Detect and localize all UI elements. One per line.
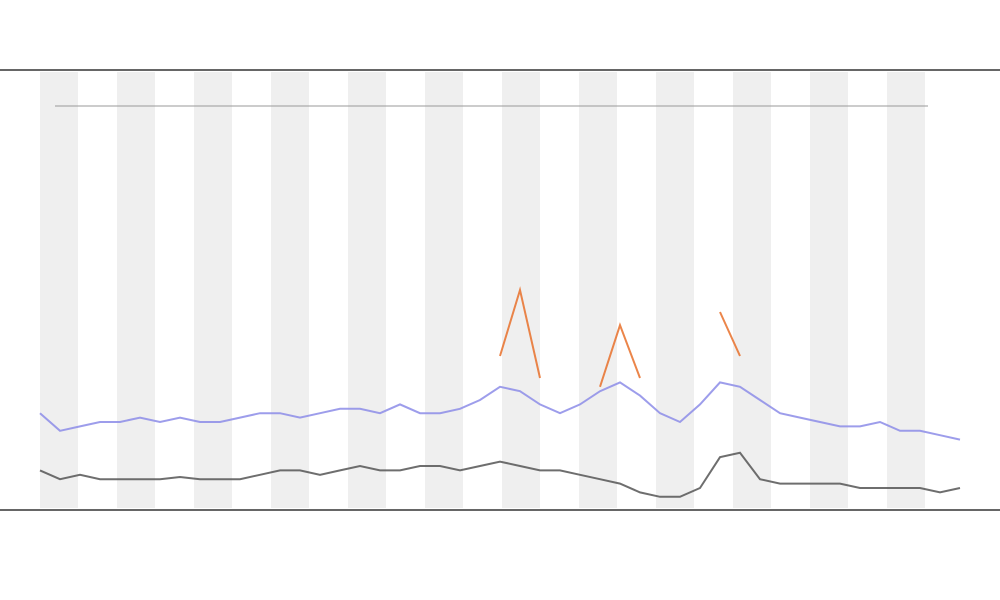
band	[348, 72, 386, 508]
band	[733, 72, 771, 508]
band	[117, 72, 155, 508]
series-line	[39, 381, 961, 441]
band	[656, 72, 694, 508]
band	[887, 72, 925, 508]
series-line	[39, 451, 961, 498]
band	[425, 72, 463, 508]
band	[40, 72, 78, 508]
series-line	[499, 286, 741, 388]
band	[271, 72, 309, 508]
band	[579, 72, 617, 508]
band	[810, 72, 848, 508]
background-bands	[40, 72, 925, 508]
band	[194, 72, 232, 508]
